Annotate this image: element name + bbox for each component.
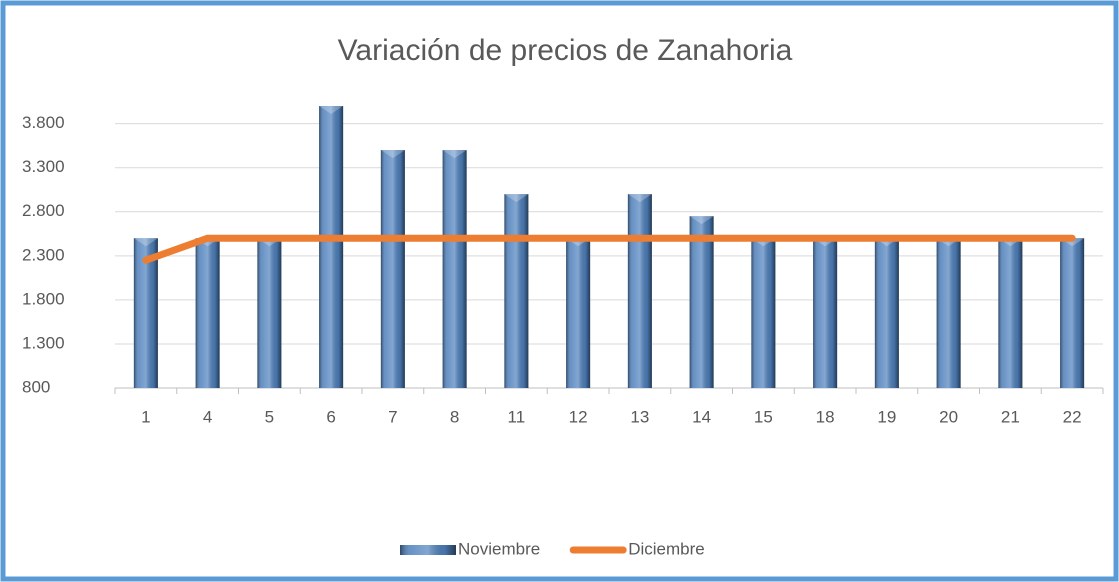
x-tick-label: 5 bbox=[265, 407, 274, 426]
bar bbox=[936, 238, 961, 388]
y-tick-label: 2.300 bbox=[22, 245, 65, 264]
x-tick-label: 7 bbox=[388, 407, 397, 426]
y-tick-label: 3.300 bbox=[22, 157, 65, 176]
x-tick-label: 20 bbox=[939, 407, 958, 426]
bar-bevel bbox=[442, 150, 467, 388]
bar-bevel bbox=[1060, 238, 1085, 388]
bar-cap bbox=[380, 150, 405, 159]
bar-cap bbox=[504, 194, 529, 203]
bar bbox=[380, 150, 405, 388]
x-tick-label: 12 bbox=[569, 407, 588, 426]
x-tick-label: 18 bbox=[816, 407, 835, 426]
line bbox=[142, 234, 1076, 264]
x-tick-label: 6 bbox=[326, 407, 335, 426]
x-tick-label: 19 bbox=[877, 407, 896, 426]
x-tick-label: 4 bbox=[203, 407, 212, 426]
bar-bevel bbox=[874, 238, 899, 388]
bar-bevel bbox=[627, 194, 652, 388]
x-tick-label: 13 bbox=[630, 407, 649, 426]
bar-bevel bbox=[257, 238, 282, 388]
bar-cap bbox=[442, 150, 467, 159]
bar-cap bbox=[627, 194, 652, 203]
y-tick-label: 1.800 bbox=[22, 289, 65, 308]
bar bbox=[504, 194, 529, 388]
bar bbox=[1060, 238, 1085, 388]
bar-cap bbox=[689, 216, 714, 225]
bar-bevel bbox=[998, 238, 1023, 388]
legend-label: Noviembre bbox=[458, 539, 540, 558]
y-tick-label: 800 bbox=[22, 377, 50, 396]
x-tick-label: 22 bbox=[1063, 407, 1082, 426]
bar-cap bbox=[319, 106, 344, 114]
bar-bevel bbox=[751, 238, 776, 388]
bar-bevel bbox=[195, 238, 220, 388]
bar bbox=[319, 106, 344, 388]
legend-label: Diciembre bbox=[628, 539, 705, 558]
bar-bevel bbox=[689, 216, 714, 388]
bar-bevel bbox=[319, 106, 344, 388]
bar-bevel bbox=[936, 238, 961, 388]
x-tick-label: 15 bbox=[754, 407, 773, 426]
bar bbox=[627, 194, 652, 388]
bar-bevel bbox=[813, 238, 838, 388]
bar-bevel bbox=[566, 238, 591, 388]
bar-cap bbox=[133, 238, 158, 247]
x-tick-label: 1 bbox=[141, 407, 150, 426]
x-tick-label: 21 bbox=[1001, 407, 1020, 426]
bar bbox=[442, 150, 467, 388]
legend-swatch-bevel bbox=[400, 545, 456, 555]
bar bbox=[874, 238, 899, 388]
bar bbox=[689, 216, 714, 388]
bar bbox=[813, 238, 838, 388]
bar-bevel bbox=[380, 150, 405, 388]
bar bbox=[566, 238, 591, 388]
x-tick-label: 11 bbox=[508, 407, 526, 426]
x-tick-label: 14 bbox=[692, 407, 711, 426]
x-tick-label: 8 bbox=[450, 407, 459, 426]
bar bbox=[257, 238, 282, 388]
bar-bevel bbox=[504, 194, 529, 388]
chart-title: Variación de precios de Zanahoria bbox=[338, 34, 793, 67]
bar bbox=[195, 238, 220, 388]
y-tick-label: 2.800 bbox=[22, 201, 65, 220]
y-tick-label: 1.300 bbox=[22, 333, 65, 352]
y-tick-label: 3.800 bbox=[22, 113, 65, 132]
bar bbox=[998, 238, 1023, 388]
bar bbox=[751, 238, 776, 388]
